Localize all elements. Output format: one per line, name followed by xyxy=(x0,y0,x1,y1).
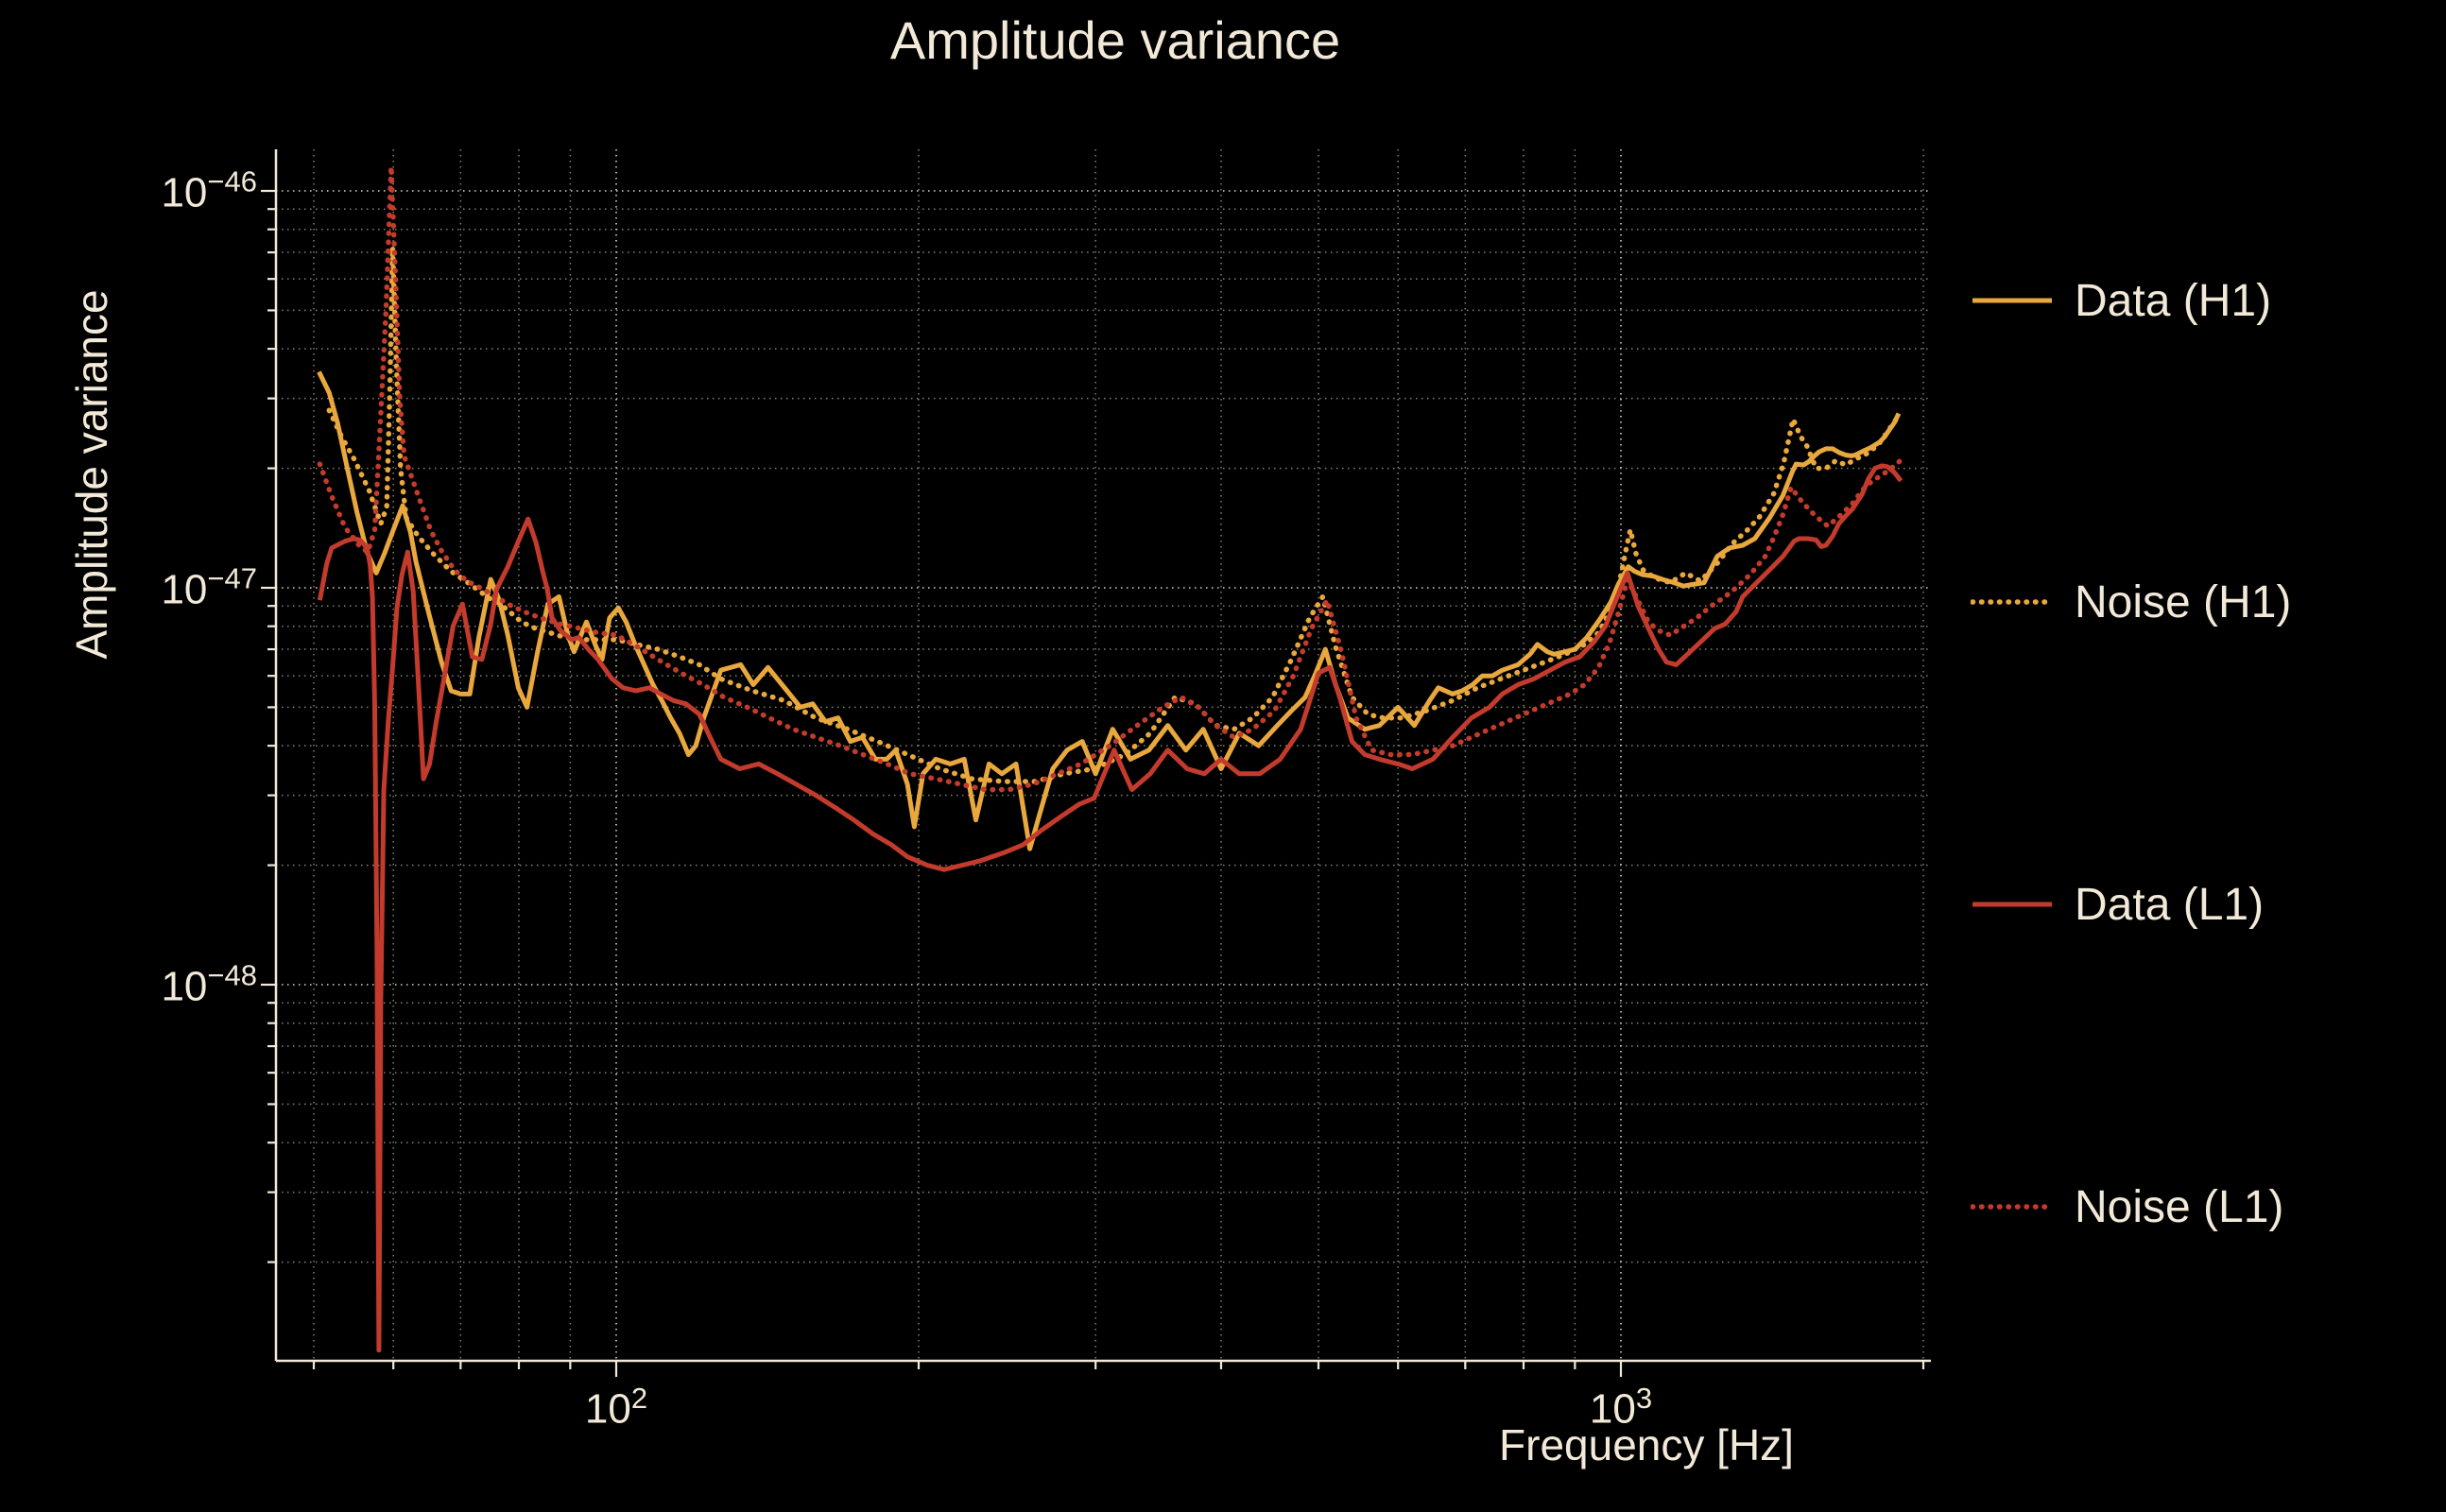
y-tick-label-10e−46: 10−46 xyxy=(161,164,257,216)
page-title: Amplitude variance xyxy=(889,10,1341,70)
x-axis-label: Frequency [Hz] xyxy=(1499,1420,1794,1469)
legend-line-dotted xyxy=(1971,599,2054,605)
legend-entry-data_h1: Data (H1) xyxy=(1971,274,2271,327)
legend-label: Data (H1) xyxy=(2075,275,2272,326)
y-tick-label-10e−47: 10−47 xyxy=(161,561,257,613)
x-tick-label-10e2: 102 xyxy=(584,1382,648,1433)
legend-line-solid xyxy=(1972,902,2052,907)
grid-major xyxy=(276,149,1931,1361)
axes-spines xyxy=(274,149,1931,1363)
legend-label: Noise (L1) xyxy=(2075,1181,2284,1232)
curve-noise_h1 xyxy=(326,245,1900,784)
y-tick-label-10e−48: 10−48 xyxy=(161,958,257,1010)
legend-line-dotted xyxy=(1971,1204,2054,1210)
axis-ticks xyxy=(261,189,1925,1377)
grid-minor xyxy=(276,149,1931,1361)
legend-label: Noise (H1) xyxy=(2075,576,2292,627)
legend-entry-noise_l1: Noise (L1) xyxy=(1971,1180,2283,1233)
legend-line-solid xyxy=(1972,298,2052,303)
curve-noise_l1 xyxy=(317,163,1903,793)
plot-series xyxy=(317,163,1903,1353)
legend-label: Data (L1) xyxy=(2075,879,2265,930)
x-tick-label-10e3: 103 xyxy=(1589,1382,1653,1433)
legend-entry-noise_h1: Noise (H1) xyxy=(1971,576,2291,628)
legend-entry-data_l1: Data (L1) xyxy=(1971,878,2264,931)
curve-data_h1 xyxy=(317,370,1902,851)
y-axis-label: Amplitude variance xyxy=(67,289,116,660)
curve-data_l1 xyxy=(317,463,1903,1353)
